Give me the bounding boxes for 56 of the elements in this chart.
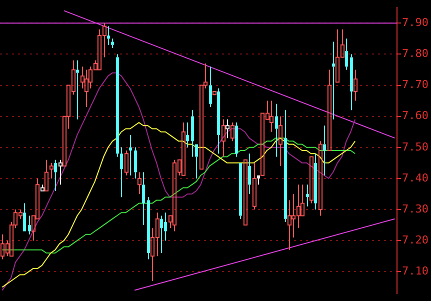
candlestick <box>284 110 288 222</box>
y-tick-label: 7.70 <box>402 78 428 92</box>
candlestick <box>186 122 190 148</box>
candlestick <box>221 118 226 158</box>
candlestick <box>269 100 274 132</box>
candlestick <box>134 146 138 179</box>
candlestick <box>116 54 120 158</box>
y-tick-label: 7.80 <box>402 47 428 60</box>
candlestick <box>190 110 194 158</box>
candlestick <box>256 175 260 186</box>
candlestick <box>306 184 310 207</box>
y-tick-label: 7.60 <box>402 109 428 122</box>
candlestick <box>110 38 114 48</box>
candlestick <box>353 69 358 102</box>
y-tick-label: 7.20 <box>402 233 428 246</box>
candlestick <box>137 172 142 194</box>
candlestick <box>22 202 26 232</box>
candlestick <box>350 54 354 111</box>
candlestick <box>309 156 314 204</box>
y-tick-label: 7.50 <box>402 140 428 154</box>
candlestick <box>194 144 198 179</box>
candlestick <box>160 215 164 254</box>
candlestick <box>84 69 89 108</box>
candlestick <box>106 26 110 46</box>
candlestick <box>322 125 326 176</box>
candlestick <box>238 162 242 220</box>
candlestick <box>248 153 252 194</box>
candlestick <box>216 88 220 154</box>
candlestick <box>274 103 278 158</box>
candlestick <box>142 172 146 226</box>
candlestick <box>120 146 124 198</box>
candlestick <box>181 122 186 176</box>
candlestick <box>54 159 58 192</box>
candlestick <box>208 66 212 108</box>
candlestick <box>40 184 45 192</box>
candlestick <box>44 159 49 192</box>
candlestick <box>58 159 63 186</box>
candlestick <box>225 118 230 139</box>
candlestick <box>76 60 80 120</box>
candlestick <box>314 153 318 210</box>
y-tick-label: 7.90 <box>402 16 428 29</box>
candlestick <box>278 116 283 167</box>
y-tick-label: 7.40 <box>402 171 428 184</box>
candlestick <box>344 38 348 70</box>
y-tick-label: 7.30 <box>402 202 428 216</box>
candlestick <box>28 215 32 235</box>
candlestick <box>146 196 150 260</box>
candlestick <box>49 162 54 179</box>
y-tick-label: 7.10 <box>402 264 428 278</box>
candlestick <box>252 162 257 210</box>
candlestick <box>318 140 323 216</box>
candlestick <box>234 122 238 158</box>
candlestick <box>164 212 168 242</box>
candlestick <box>327 69 332 151</box>
candlestick <box>128 134 132 176</box>
candlestick <box>332 41 336 120</box>
